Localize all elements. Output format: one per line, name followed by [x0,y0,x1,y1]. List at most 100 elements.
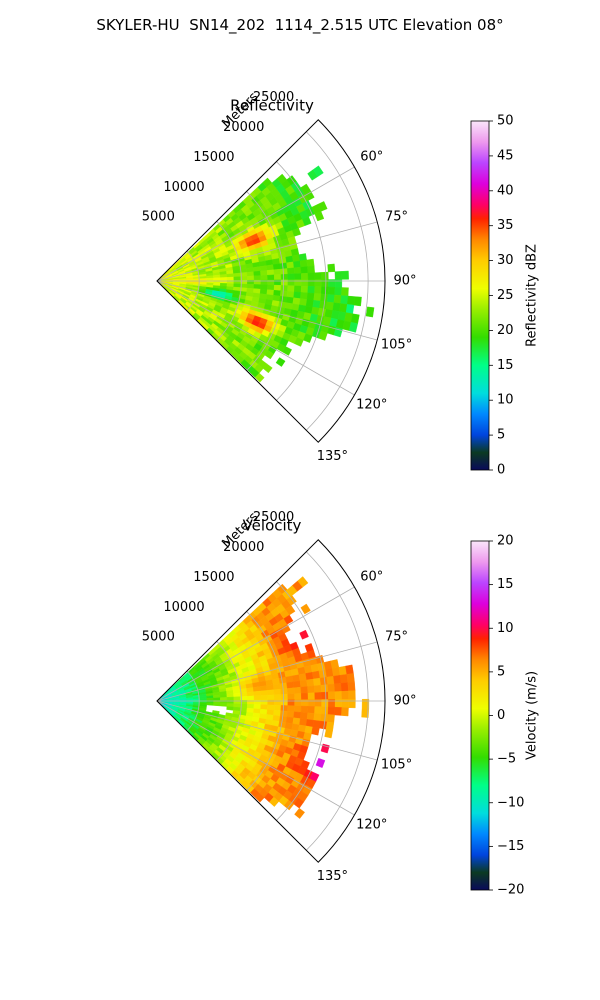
data-cell [253,704,262,710]
data-cell [285,255,294,264]
data-cell [252,686,261,692]
data-cell [293,686,302,695]
data-cell [253,690,261,697]
colorbar-label: Reflectivity dBZ [525,244,540,347]
colorbar: −20 −15 −10 −5 0 5 10 15 20 Velocity (m/s) [470,534,540,898]
data-cell [305,671,314,681]
data-cell [292,227,302,237]
data-cell [293,711,302,719]
data-cell [220,277,228,281]
data-cell [253,695,262,701]
data-cell [267,694,275,701]
data-cell [293,260,301,269]
data-cell [267,704,275,711]
data-cell [320,286,329,295]
data-cell [199,278,208,281]
data-cell [330,659,340,669]
data-cell [226,273,234,278]
data-cell [297,576,309,588]
data-cell [340,295,349,305]
data-cell [226,706,234,711]
azimuth-spoke [156,641,378,702]
radial-tick-label: 25000 [253,510,294,525]
colorbar-tick-label: 10 [497,621,514,636]
data-cell [339,674,349,684]
data-cell [345,664,354,675]
data-cell [269,796,280,807]
data-cell [340,682,349,692]
colorbar-tick-label: 0 [497,463,505,478]
data-cell [246,271,255,277]
data-cell [259,265,268,272]
angle-tick-label: 75° [385,629,408,644]
data-cell [314,706,322,715]
data-cell [246,283,255,289]
data-cell [306,258,315,267]
data-cell [298,253,307,262]
data-cell [299,259,308,268]
data-cell [286,291,295,298]
radial-tick-label: 20000 [223,120,264,135]
data-cell [294,807,305,819]
data-cell [266,684,275,691]
colorbar-tick-label: 45 [497,148,514,163]
data-cell [273,683,281,690]
data-cell [307,706,316,714]
data-cell [300,692,309,700]
data-cell [253,275,262,281]
azimuth-spoke [156,166,355,282]
data-cell [254,792,265,803]
data-cell [260,695,268,701]
data-cell [287,705,295,713]
data-cell [324,729,333,739]
data-cell [325,721,335,731]
data-cell [285,675,294,684]
data-cell [320,684,329,693]
data-cell [278,676,287,684]
azimuth-spoke [156,586,355,702]
angle-tick-label: 60° [360,570,383,585]
angle-tick-label: 90° [393,694,416,709]
data-cell [280,693,289,701]
data-cell [319,676,328,686]
data-cell [300,292,308,300]
angle-tick-label: 135° [317,869,348,884]
data-cell [334,699,343,708]
data-cell [312,300,321,309]
colorbar-tick-label: 15 [497,577,514,592]
data-cell [226,693,234,698]
data-cell [334,279,343,288]
data-cell [341,287,349,297]
angle-tick-label: 105° [381,338,412,353]
data-cell [279,290,288,298]
azimuth-spoke [156,221,378,282]
panel-title: Velocity [243,517,302,535]
reflectivity-panel: Reflectivity500010000150002000025000Mete… [142,89,540,477]
angle-tick-label: 120° [356,818,387,833]
data-cell [280,285,289,292]
data-cell [306,678,315,687]
data-cell [312,165,324,177]
data-cell [303,333,313,343]
data-cell [266,689,275,696]
data-cell [213,702,221,707]
data-cell [286,681,295,689]
data-cell [273,704,282,711]
data-cell [353,296,362,307]
angle-tick-label: 60° [360,150,383,165]
data-cell [347,295,356,306]
data-cell [287,273,295,281]
data-cell [317,201,328,212]
colorbar-tick-label: −10 [497,795,524,810]
colorbar-scale [470,540,490,891]
data-cell [246,703,255,709]
data-cell [320,743,330,754]
data-cell [279,710,288,718]
data-cell [350,313,360,324]
data-cell [275,357,286,367]
colorbar-tick-label: 10 [497,393,514,408]
data-cell [252,266,261,272]
colorbar-tick-label: 25 [497,288,514,303]
data-cell [262,363,273,374]
data-cell [365,306,375,318]
